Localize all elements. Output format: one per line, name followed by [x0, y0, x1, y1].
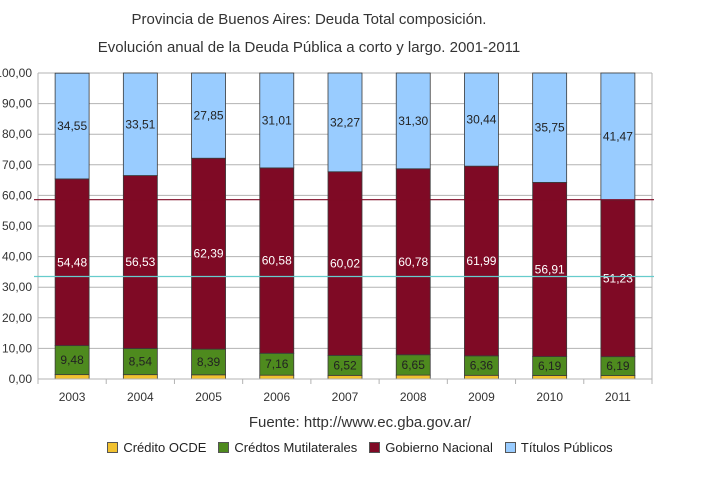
y-tick-label: 60,00 [2, 188, 32, 202]
y-tick-label: 30,00 [2, 280, 32, 294]
data-label: 41,47 [603, 129, 633, 143]
bar-segment [54, 72, 90, 180]
bar-segment [259, 167, 295, 354]
y-tick-label: 100,00 [0, 66, 32, 80]
bar-segment [532, 72, 568, 183]
bar-segment [327, 72, 363, 173]
chart-title: Provincia de Buenos Aires: Deuda Total c… [132, 11, 487, 28]
reference-lines [34, 199, 654, 278]
data-label: 62,39 [194, 247, 224, 261]
x-tick-label: 2007 [332, 390, 359, 404]
x-tick-label: 2006 [263, 390, 290, 404]
data-label: 6,19 [606, 359, 630, 373]
y-tick-label: 50,00 [2, 219, 32, 233]
x-tick-label: 2005 [195, 390, 222, 404]
legend-label: Gobierno Nacional [385, 440, 493, 455]
data-label: 31,01 [262, 113, 292, 127]
legend-swatch [369, 442, 381, 453]
legend-label: Crédito OCDE [123, 440, 207, 455]
data-label: 8,39 [197, 355, 221, 369]
data-label: 60,58 [262, 254, 292, 268]
bar-segment [600, 375, 636, 380]
legend: Crédito OCDE Crédtos Mutilaterales Gobiern… [0, 440, 720, 455]
legend-swatch [107, 442, 119, 453]
bar-segment [122, 72, 158, 176]
y-tick-label: 10,00 [2, 341, 32, 355]
x-tick-label: 2009 [468, 390, 495, 404]
data-label: 6,52 [333, 358, 357, 372]
chart-subtitle: Evolución anual de la Deuda Pública a co… [98, 39, 521, 56]
bar-segment [532, 375, 568, 380]
legend-item: Gobierno Nacional [369, 440, 493, 455]
stacked-bar-chart: Provincia de Buenos Aires: Deuda Total c… [0, 11, 654, 404]
bar-segment [532, 181, 568, 357]
bar-segment [259, 374, 295, 380]
bar-segment [122, 175, 158, 349]
data-label: 56,53 [125, 255, 155, 269]
bar-segment [191, 374, 226, 380]
bar-segment [464, 165, 499, 357]
bar-segment [191, 157, 226, 350]
data-label: 27,85 [194, 109, 224, 123]
source-note: Fuente: http://www.ec.gba.gov.ar/ [248, 414, 472, 431]
data-label: 30,44 [466, 113, 496, 127]
legend-label: Crédtos Mutilaterales [234, 440, 358, 455]
y-tick-label: 0,00 [9, 372, 33, 386]
data-label: 8,54 [129, 355, 153, 369]
data-label: 60,02 [330, 257, 360, 271]
bar-segment [122, 374, 158, 380]
x-tick-label: 2003 [59, 390, 86, 404]
bar-segment [327, 171, 363, 356]
data-label: 54,48 [57, 255, 87, 269]
data-label: 6,19 [538, 359, 562, 373]
y-tick-label: 80,00 [2, 127, 32, 141]
data-label: 9,48 [60, 353, 84, 367]
data-label: 31,30 [398, 114, 428, 128]
data-label: 60,78 [398, 255, 428, 269]
x-axis: 2003 2004 2005 2006 2007 2008 2009 2010 2011 [37, 378, 653, 404]
y-tick-label: 20,00 [2, 311, 32, 325]
bar-segment [600, 199, 636, 358]
bar-segment [600, 72, 636, 201]
data-label: 32,27 [330, 115, 360, 129]
bar-segment [54, 178, 90, 347]
bar-segment [327, 374, 363, 380]
data-label: 6,36 [470, 359, 494, 373]
y-tick-label: 70,00 [2, 158, 32, 172]
data-label: 51,23 [603, 271, 633, 285]
legend-item: Títulos Públicos [504, 440, 613, 455]
bar-segment [54, 345, 90, 376]
data-label: 33,51 [125, 117, 155, 131]
bar-segment [54, 374, 90, 380]
data-label: 7,16 [265, 357, 289, 371]
legend-swatch [504, 442, 516, 453]
legend-item: Crédito OCDE [107, 440, 206, 455]
bar-segment [191, 72, 226, 159]
data-label: 6,65 [402, 358, 426, 372]
legend-swatch [218, 442, 230, 453]
y-axis: 0,00 10,00 20,00 30,00 40,00 50,00 60,00 70,00 8… [0, 66, 653, 386]
bar-segment [395, 72, 431, 170]
bar-segment [259, 72, 295, 169]
data-label: 35,75 [535, 121, 565, 135]
bar-segment [464, 374, 499, 380]
x-tick-label: 2004 [127, 390, 154, 404]
y-tick-label: 90,00 [2, 97, 32, 111]
data-label: 61,99 [466, 254, 496, 268]
bar-segment [122, 348, 158, 376]
data-label: 56,91 [535, 262, 565, 276]
data-label: 34,55 [57, 119, 87, 133]
legend-label: Títulos Públicos [520, 440, 613, 455]
bars: 9,48 54,48 34,55 8,54 56,53 33,51 8,39 62,39 27,… [54, 72, 636, 380]
x-tick-label: 2008 [400, 390, 427, 404]
bar-segment [395, 374, 431, 380]
y-tick-label: 40,00 [2, 250, 32, 264]
bar-segment [464, 72, 499, 167]
legend-item: Crédtos Mutilaterales [218, 440, 357, 455]
x-tick-label: 2010 [536, 390, 563, 404]
x-tick-label: 2011 [605, 390, 631, 404]
